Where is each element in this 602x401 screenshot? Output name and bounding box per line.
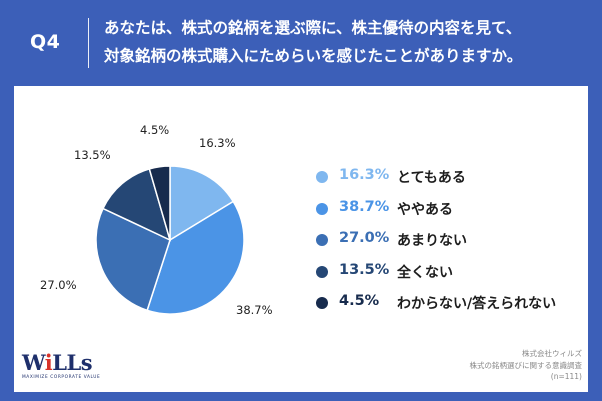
question-line-1: あなたは、株式の銘柄を選ぶ際に、株主優待の内容を見て、: [104, 19, 522, 37]
legend-label: とてもある: [397, 170, 466, 186]
question-number: Q4: [30, 31, 61, 53]
pie-slice-4: [102, 168, 172, 242]
header-banner: Q4 あなたは、株式の銘柄を選ぶ際に、株主優待の内容を見て、 対象銘柄の株式購入…: [0, 0, 602, 86]
pie-slice-label-3: 27.0%: [40, 278, 77, 292]
pie-slice-label-5: 4.5%: [140, 123, 169, 137]
source-company: 株式会社ウィルズ: [522, 349, 582, 358]
question-text: あなたは、株式の銘柄を選ぶ際に、株主優待の内容を見て、 対象銘柄の株式購入にため…: [104, 14, 594, 70]
pie-slice-5: [148, 165, 171, 241]
frame-bottom: [0, 392, 602, 401]
legend-label: わからない/答えられない: [397, 296, 557, 313]
legend-swatch: [316, 265, 328, 278]
legend-swatch: [316, 234, 328, 247]
legend-label: あまりない: [397, 233, 467, 250]
legend-percentage: 16.3%: [339, 167, 390, 183]
header-divider: [88, 18, 89, 68]
legend-swatch: [316, 297, 328, 310]
legend-label: 全くない: [397, 264, 453, 281]
pie-slice-label-4: 13.5%: [74, 148, 111, 162]
legend-percentage: 27.0%: [339, 230, 390, 247]
legend-percentage: 4.5%: [339, 293, 380, 310]
frame-left: [0, 86, 14, 401]
source-survey: 株式の銘柄選びに関する意識調査: [469, 360, 583, 370]
frame-right: [588, 86, 602, 401]
legend-percentage: 38.7%: [339, 198, 390, 215]
source-sample-size: (n=111): [550, 372, 582, 381]
pie-slice-label-1: 16.3%: [199, 136, 236, 150]
legend-label: ややある: [397, 201, 453, 218]
legend-swatch: [316, 202, 328, 215]
pie-slice-1: [169, 165, 235, 242]
pie-slice-3: [95, 207, 171, 312]
wills-logo: WiLLs MAXIMIZE CORPORATE VALUE: [22, 350, 101, 381]
legend-percentage: 13.5%: [339, 261, 390, 278]
pie-slice-2: [146, 200, 245, 315]
question-line-2: 対象銘柄の株式購入にためらいを感じたことがありますか。: [104, 47, 523, 65]
source-note: 株式会社ウィルズ 株式の銘柄選びに関する意識調査 (n=111): [470, 348, 583, 383]
legend-swatch: [316, 171, 328, 183]
pie-slice-label-2: 38.7%: [236, 303, 273, 317]
